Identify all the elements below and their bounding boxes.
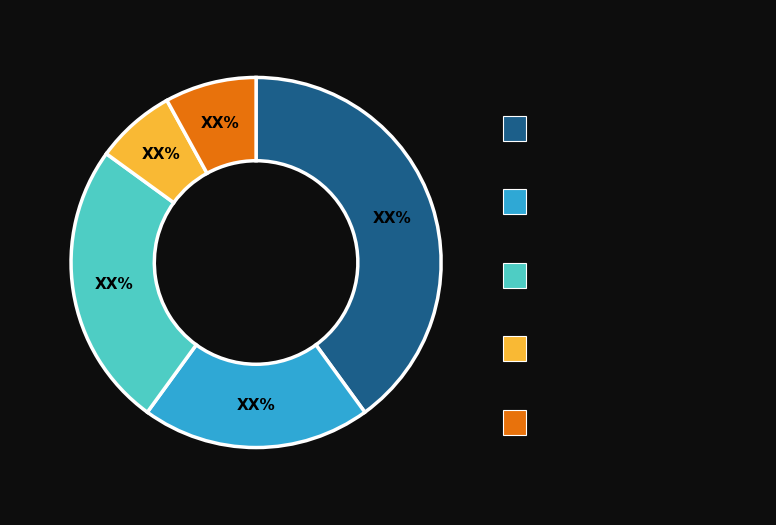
Text: XX%: XX% [373, 211, 412, 226]
FancyBboxPatch shape [504, 189, 526, 214]
Text: XX%: XX% [201, 116, 240, 131]
Text: XX%: XX% [95, 277, 133, 292]
Wedge shape [256, 78, 441, 412]
Text: XX%: XX% [237, 398, 275, 413]
FancyBboxPatch shape [504, 410, 526, 435]
FancyBboxPatch shape [504, 116, 526, 141]
FancyBboxPatch shape [504, 262, 526, 288]
Wedge shape [147, 345, 365, 447]
FancyBboxPatch shape [504, 336, 526, 361]
Wedge shape [167, 78, 256, 173]
Text: XX%: XX% [142, 148, 181, 162]
Wedge shape [106, 100, 207, 203]
Wedge shape [71, 154, 196, 412]
